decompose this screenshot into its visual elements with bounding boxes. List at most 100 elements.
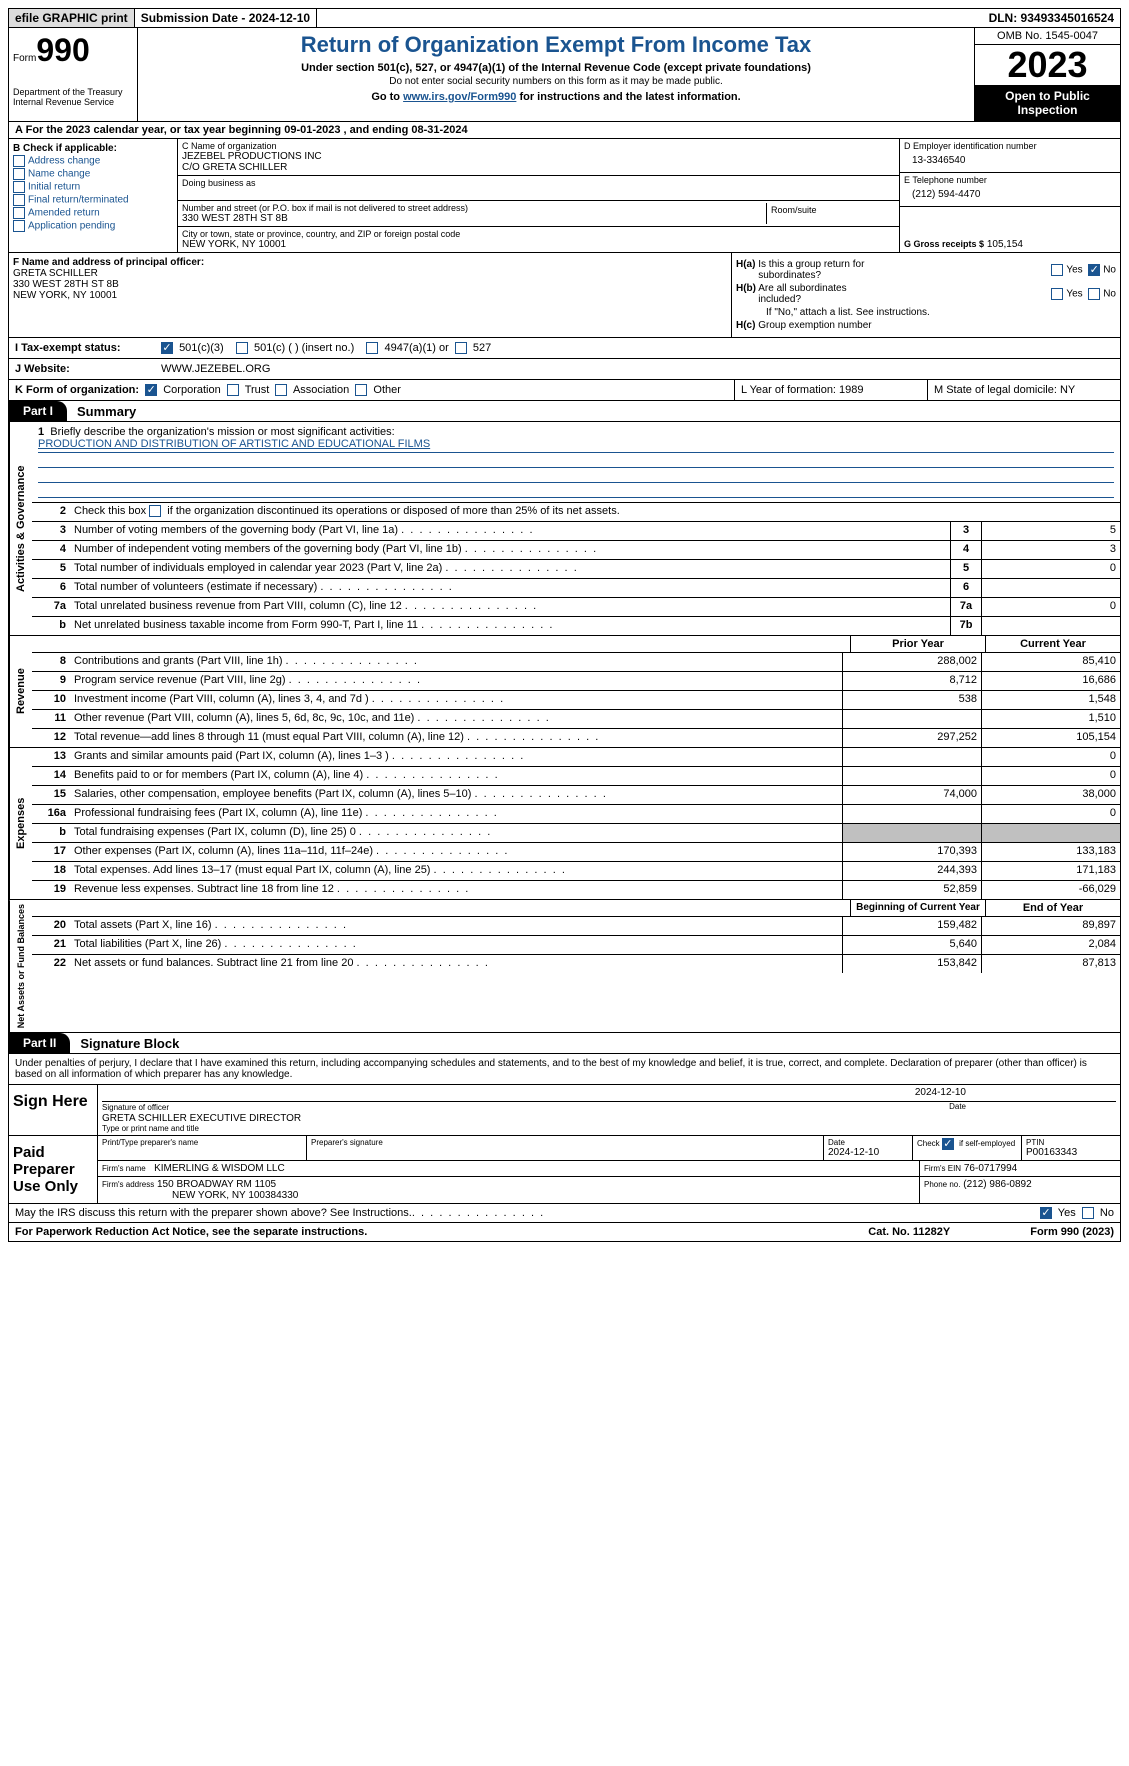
ptin: P00163343 xyxy=(1026,1147,1116,1158)
table-row: 17Other expenses (Part IX, column (A), l… xyxy=(32,843,1120,862)
section-f: F Name and address of principal officer:… xyxy=(9,253,732,337)
checkbox-amended[interactable] xyxy=(13,207,25,219)
table-row: 20Total assets (Part X, line 16)159,4828… xyxy=(32,917,1120,936)
preparer-phone: (212) 986-0892 xyxy=(963,1179,1031,1190)
org-name-2: C/O GRETA SCHILLER xyxy=(182,162,895,173)
firm-name: KIMERLING & WISDOM LLC xyxy=(154,1163,285,1174)
perjury-statement: Under penalties of perjury, I declare th… xyxy=(9,1054,1120,1084)
part-2-header: Part II Signature Block xyxy=(8,1033,1121,1054)
checkbox-hb-no[interactable] xyxy=(1088,288,1100,300)
phone: (212) 594-4470 xyxy=(904,185,1116,204)
table-row: 13Grants and similar amounts paid (Part … xyxy=(32,748,1120,767)
table-row: 21Total liabilities (Part X, line 26)5,6… xyxy=(32,936,1120,955)
form-title: Return of Organization Exempt From Incom… xyxy=(142,32,970,58)
checkbox-initial-return[interactable] xyxy=(13,181,25,193)
checkbox-address-change[interactable] xyxy=(13,155,25,167)
checkbox-corp[interactable]: ✓ xyxy=(145,384,157,396)
table-row: 10Investment income (Part VIII, column (… xyxy=(32,691,1120,710)
firm-ein: 76-0717994 xyxy=(964,1163,1017,1174)
signature-block: Under penalties of perjury, I declare th… xyxy=(8,1054,1121,1204)
checkbox-other[interactable] xyxy=(355,384,367,396)
table-row: 7aTotal unrelated business revenue from … xyxy=(32,598,1120,617)
part-1-header: Part I Summary xyxy=(8,401,1121,422)
expenses-section: Expenses 13Grants and similar amounts pa… xyxy=(8,748,1121,900)
gross-receipts: 105,154 xyxy=(987,239,1023,250)
section-b: B Check if applicable: Address change Na… xyxy=(9,139,178,252)
open-public-badge: Open to Public Inspection xyxy=(975,85,1120,121)
top-bar: efile GRAPHIC print Submission Date - 20… xyxy=(8,8,1121,28)
checkbox-final-return[interactable] xyxy=(13,194,25,206)
sign-here-label: Sign Here xyxy=(9,1085,98,1135)
net-assets-section: Net Assets or Fund Balances Beginning of… xyxy=(8,900,1121,1033)
table-row: 16aProfessional fundraising fees (Part I… xyxy=(32,805,1120,824)
table-row: 8Contributions and grants (Part VIII, li… xyxy=(32,653,1120,672)
mission-text: PRODUCTION AND DISTRIBUTION OF ARTISTIC … xyxy=(38,438,1114,453)
checkbox-ha-no[interactable]: ✓ xyxy=(1088,264,1100,276)
ein: 13-3346540 xyxy=(904,151,1116,170)
table-row: 22Net assets or fund balances. Subtract … xyxy=(32,955,1120,973)
state-domicile: M State of legal domicile: NY xyxy=(927,380,1120,400)
subtitle-1: Under section 501(c), 527, or 4947(a)(1)… xyxy=(142,62,970,74)
goto-text: Go to www.irs.gov/Form990 for instructio… xyxy=(142,91,970,103)
table-row: 5Total number of individuals employed in… xyxy=(32,560,1120,579)
section-c: C Name of organization JEZEBEL PRODUCTIO… xyxy=(178,139,899,252)
discuss-row: May the IRS discuss this return with the… xyxy=(8,1204,1121,1223)
checkbox-self-employed[interactable]: ✓ xyxy=(942,1138,954,1150)
footer: For Paperwork Reduction Act Notice, see … xyxy=(8,1223,1121,1242)
activities-governance: Activities & Governance 1 Briefly descri… xyxy=(8,422,1121,636)
checkbox-ha-yes[interactable] xyxy=(1051,264,1063,276)
year-formation: L Year of formation: 1989 xyxy=(734,380,927,400)
tax-period-row: A For the 2023 calendar year, or tax yea… xyxy=(8,122,1121,139)
table-row: 18Total expenses. Add lines 13–17 (must … xyxy=(32,862,1120,881)
entity-block: B Check if applicable: Address change Na… xyxy=(8,139,1121,253)
instructions-link[interactable]: www.irs.gov/Form990 xyxy=(403,91,516,103)
table-row: 12Total revenue—add lines 8 through 11 (… xyxy=(32,729,1120,747)
officer-name: GRETA SCHILLER xyxy=(13,268,727,279)
form-label: Form xyxy=(13,53,36,64)
checkbox-501c3[interactable]: ✓ xyxy=(161,342,173,354)
table-row: 15Salaries, other compensation, employee… xyxy=(32,786,1120,805)
table-row: 14Benefits paid to or for members (Part … xyxy=(32,767,1120,786)
checkbox-501c[interactable] xyxy=(236,342,248,354)
section-j: J Website: WWW.JEZEBEL.ORG xyxy=(8,359,1121,380)
checkbox-527[interactable] xyxy=(455,342,467,354)
section-i: I Tax-exempt status: ✓ 501(c)(3) 501(c) … xyxy=(8,338,1121,359)
paid-preparer-label: Paid Preparer Use Only xyxy=(9,1136,98,1203)
omb-number: OMB No. 1545-0047 xyxy=(975,28,1120,45)
section-klm: K Form of organization: ✓ Corporation Tr… xyxy=(8,380,1121,401)
table-row: 6Total number of volunteers (estimate if… xyxy=(32,579,1120,598)
fh-block: F Name and address of principal officer:… xyxy=(8,253,1121,338)
table-row: bNet unrelated business taxable income f… xyxy=(32,617,1120,635)
cat-no: Cat. No. 11282Y xyxy=(868,1226,950,1238)
org-name-1: JEZEBEL PRODUCTIONS INC xyxy=(182,151,895,162)
checkbox-app-pending[interactable] xyxy=(13,220,25,232)
table-row: 3Number of voting members of the governi… xyxy=(32,522,1120,541)
table-row: 4Number of independent voting members of… xyxy=(32,541,1120,560)
street-address: 330 WEST 28TH ST 8B xyxy=(182,213,766,224)
section-de: D Employer identification number 13-3346… xyxy=(899,139,1120,252)
revenue-section: Revenue Prior Year Current Year 8Contrib… xyxy=(8,636,1121,748)
checkbox-assoc[interactable] xyxy=(275,384,287,396)
form-number: 990 xyxy=(36,32,89,68)
efile-link[interactable]: efile GRAPHIC print xyxy=(9,9,135,27)
table-row: 9Program service revenue (Part VIII, lin… xyxy=(32,672,1120,691)
checkbox-trust[interactable] xyxy=(227,384,239,396)
table-row: bTotal fundraising expenses (Part IX, co… xyxy=(32,824,1120,843)
form-ref: Form 990 (2023) xyxy=(1030,1226,1114,1238)
tax-year: 2023 xyxy=(975,45,1120,85)
checkbox-discuss-no[interactable] xyxy=(1082,1207,1094,1219)
checkbox-discontinued[interactable] xyxy=(149,505,161,517)
website: WWW.JEZEBEL.ORG xyxy=(161,359,1120,379)
subtitle-2: Do not enter social security numbers on … xyxy=(142,76,970,87)
form-header: Form990 Department of the TreasuryIntern… xyxy=(8,28,1121,122)
city-state-zip: NEW YORK, NY 10001 xyxy=(182,239,895,250)
submission-date: Submission Date - 2024-12-10 xyxy=(135,9,317,27)
checkbox-name-change[interactable] xyxy=(13,168,25,180)
room-suite: Room/suite xyxy=(767,203,895,224)
checkbox-hb-yes[interactable] xyxy=(1051,288,1063,300)
dln: DLN: 93493345016524 xyxy=(983,9,1120,27)
checkbox-discuss-yes[interactable]: ✓ xyxy=(1040,1207,1052,1219)
officer-signature: GRETA SCHILLER EXECUTIVE DIRECTOR xyxy=(102,1113,1116,1124)
checkbox-4947[interactable] xyxy=(366,342,378,354)
dept-label: Department of the TreasuryInternal Reven… xyxy=(13,87,133,107)
